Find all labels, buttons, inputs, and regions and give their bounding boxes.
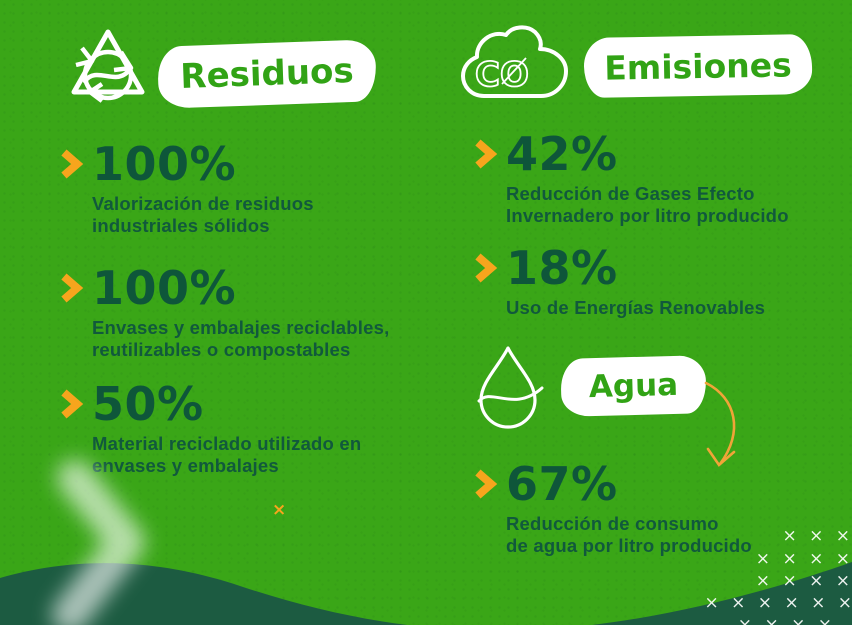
stat-value: 100%	[92, 261, 237, 315]
stat-envases-reciclables: 100% Envases y embalajes reciclables, reu…	[58, 262, 389, 360]
stat-energias-renovables: 18% Uso de Energías Renovables	[472, 242, 765, 319]
stat-value: 42%	[506, 127, 618, 181]
section-title-residuos: Residuos	[179, 50, 355, 98]
water-drop-icon	[477, 346, 544, 429]
co2-label: CO	[475, 55, 529, 95]
stat-description: Material reciclado utilizado en envases y…	[92, 433, 362, 476]
stat-value: 67%	[506, 457, 618, 511]
stat-reduccion-gases: 42% Reducción de Gases Efecto Invernadero…	[472, 128, 789, 226]
cross-pattern-row: × × × × × ×	[704, 593, 852, 613]
chevron-bullet-icon	[475, 139, 498, 169]
chevron-bullet-icon	[61, 389, 84, 419]
stat-reduccion-agua: 67% Reducción de consumo de agua por litr…	[472, 458, 752, 556]
chevron-bullet-icon	[61, 273, 84, 303]
curved-arrow-icon	[704, 381, 736, 467]
chevron-bullet-icon	[475, 469, 498, 499]
cross-pattern-row: × × × ×	[755, 571, 850, 591]
co2-cloud-icon: CO	[461, 25, 568, 98]
stat-description: Envases y embalajes reciclables, reutiliz…	[92, 317, 390, 360]
section-title-agua: Agua	[588, 366, 679, 406]
stat-description: Reducción de consumo de agua por litro pr…	[506, 513, 752, 556]
cross-pattern-row: × × × ×	[755, 549, 850, 569]
section-pill-residuos: Residuos	[156, 39, 378, 109]
chevron-bullet-icon	[61, 149, 84, 179]
section-title-emisiones: Emisiones	[603, 44, 793, 88]
section-pill-emisiones: Emisiones	[583, 34, 813, 98]
orange-cross-mark: ×	[272, 500, 287, 520]
recycle-icon	[71, 29, 145, 103]
stat-valorizacion: 100% Valorización de residuos industriale…	[58, 138, 314, 236]
stat-description: Valorización de residuos industriales sól…	[92, 193, 314, 236]
stat-value: 18%	[506, 241, 618, 295]
stat-description: Uso de Energías Renovables	[506, 297, 766, 318]
blurred-chevron-shape	[52, 460, 145, 625]
stat-value: 100%	[92, 137, 237, 191]
chevron-bullet-icon	[475, 253, 498, 283]
stat-value: 50%	[92, 377, 204, 431]
cross-pattern-row: × × ×	[782, 526, 850, 546]
section-pill-agua: Agua	[560, 355, 707, 417]
cross-pattern-row: × × × ×	[737, 615, 832, 625]
stat-material-reciclado: 50% Material reciclado utilizado en envas…	[58, 378, 361, 476]
stat-description: Reducción de Gases Efecto Invernadero por…	[506, 183, 789, 226]
